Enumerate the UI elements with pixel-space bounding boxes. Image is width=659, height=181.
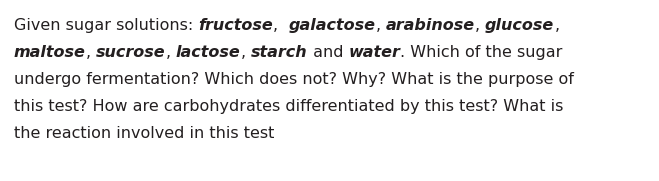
Text: the reaction involved in this test: the reaction involved in this test [14,126,274,141]
Text: ,: , [273,18,289,33]
Text: sucrose: sucrose [96,45,166,60]
Text: ,: , [376,18,386,33]
Text: ,: , [86,45,96,60]
Text: fructose: fructose [198,18,273,33]
Text: ,: , [554,18,559,33]
Text: lactose: lactose [176,45,241,60]
Text: ,: , [241,45,251,60]
Text: Given sugar solutions:: Given sugar solutions: [14,18,198,33]
Text: undergo fermentation? Which does not? Why? What is the purpose of: undergo fermentation? Which does not? Wh… [14,72,574,87]
Text: and: and [308,45,348,60]
Text: maltose: maltose [14,45,86,60]
Text: starch: starch [251,45,308,60]
Text: water: water [348,45,400,60]
Text: glucose: glucose [485,18,554,33]
Text: galactose: galactose [289,18,376,33]
Text: . Which of the sugar: . Which of the sugar [400,45,563,60]
Text: ,: , [166,45,176,60]
Text: this test? How are carbohydrates differentiated by this test? What is: this test? How are carbohydrates differe… [14,99,563,114]
Text: ,: , [475,18,485,33]
Text: arabinose: arabinose [386,18,475,33]
